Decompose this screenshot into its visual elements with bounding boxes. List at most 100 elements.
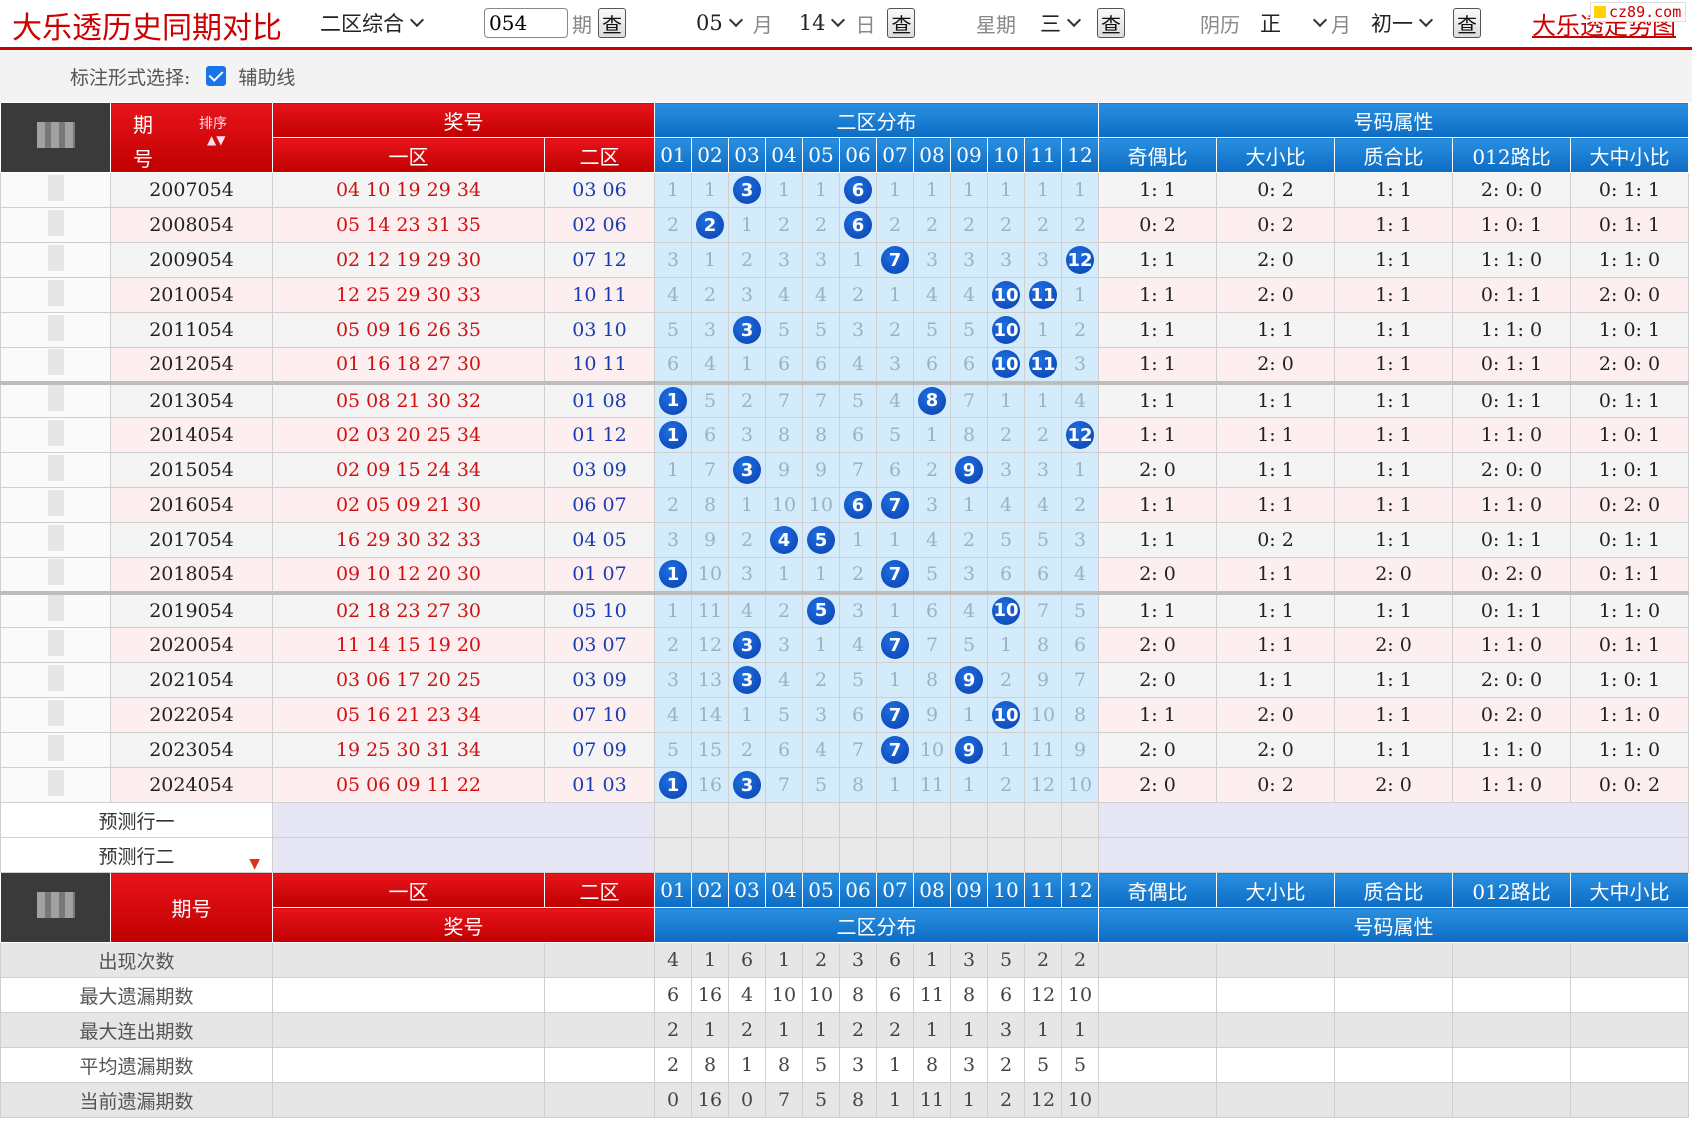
- prediction-number-cell[interactable]: [802, 802, 840, 838]
- prediction-number-cell[interactable]: [654, 802, 692, 838]
- weekday-select[interactable]: 三: [1040, 8, 1082, 38]
- footer-number-header-07: 07: [876, 872, 914, 908]
- zone1-numbers: 01 16 18 27 30: [272, 347, 545, 383]
- stat-empty-cell: [272, 1047, 545, 1083]
- hit-ball: 8: [918, 386, 946, 415]
- zone2-numbers: 07 09: [544, 732, 655, 768]
- prediction-number-cell[interactable]: [728, 837, 766, 873]
- prediction-number-cell[interactable]: [876, 837, 914, 873]
- distribution-cell: 1: [950, 487, 988, 523]
- prediction-number-cell[interactable]: [913, 802, 951, 838]
- distribution-cell: 7: [802, 380, 840, 418]
- prediction-number-cell[interactable]: [765, 802, 803, 838]
- attribute-cell: 0: 2: [1216, 207, 1335, 243]
- prediction-number-cell[interactable]: [987, 837, 1025, 873]
- distribution-cell: 9: [950, 452, 988, 488]
- history-table: 期 号 排序 ▲▼ 奖号 二区分布 号码属性 一区 二区 01 02 03 04 05 0…: [0, 102, 1689, 1118]
- distribution-cell: 6: [802, 347, 840, 383]
- prediction-number-cell[interactable]: [691, 837, 729, 873]
- assist-line-checkbox[interactable]: [206, 66, 227, 86]
- distribution-cell: 4: [950, 590, 988, 628]
- blurred-icon: [47, 699, 64, 726]
- prediction-number-cell[interactable]: [950, 837, 988, 873]
- prediction-number-cell[interactable]: [839, 802, 877, 838]
- attribute-cell: 1: 1: [1098, 380, 1217, 418]
- period-input[interactable]: [484, 8, 568, 38]
- sort-arrows-icon[interactable]: ▲▼: [207, 133, 226, 147]
- period-header[interactable]: 期 号 排序 ▲▼: [110, 102, 273, 173]
- stat-value: 1: [876, 1082, 914, 1118]
- attribute-cell: 1: 1: [1216, 312, 1335, 348]
- distribution-cell: 1: [876, 767, 914, 803]
- distribution-cell: 6: [1061, 627, 1099, 663]
- prediction-number-cell[interactable]: [876, 802, 914, 838]
- prediction-number-cell[interactable]: [950, 802, 988, 838]
- distribution-cell: 6: [950, 347, 988, 383]
- footer-number-header-06: 06: [839, 872, 877, 908]
- zone2-numbers: 01 07: [544, 557, 655, 593]
- attribute-cell: 1: 1: [1216, 452, 1335, 488]
- distribution-cell: 8: [802, 417, 840, 453]
- prediction-number-cell[interactable]: [1061, 802, 1099, 838]
- prediction-number-cell[interactable]: [1061, 837, 1099, 873]
- zone2-numbers: 01 08: [544, 380, 655, 418]
- period-cell: 2018054: [110, 557, 273, 593]
- lunar-month-select[interactable]: 正: [1260, 8, 1328, 38]
- prediction-number-cell[interactable]: [839, 837, 877, 873]
- date-query-button[interactable]: 查: [887, 8, 916, 38]
- distribution-cell: 3: [876, 347, 914, 383]
- distribution-cell: 1: [1061, 452, 1099, 488]
- distribution-cell: 3: [1061, 347, 1099, 383]
- day-select[interactable]: 14: [799, 11, 846, 35]
- prediction-row[interactable]: 预测行一: [0, 802, 1689, 838]
- prediction-number-cell[interactable]: [802, 837, 840, 873]
- attribute-cell: 2: 0: 0: [1452, 452, 1571, 488]
- attribute-cell: 2: 0: 0: [1570, 277, 1689, 313]
- distribution-cell: 2: [876, 312, 914, 348]
- hit-ball: 1: [659, 386, 687, 415]
- distribution-cell: 5: [987, 522, 1025, 558]
- period-cell: 2020054: [110, 627, 273, 663]
- prediction-row[interactable]: 预测行二 ▼: [0, 837, 1689, 873]
- blurred-header-cell: [0, 872, 111, 943]
- blurred-cell: [0, 312, 111, 348]
- prediction-number-cell[interactable]: [1024, 837, 1062, 873]
- table-row: 2013054 05 08 21 30 32 01 08 1 5 2 7 7 5 4 8 7 1 1 4 1:…: [0, 380, 1689, 418]
- prediction-number-cell[interactable]: [987, 802, 1025, 838]
- prediction-number-cell[interactable]: [654, 837, 692, 873]
- prediction-zone-cell[interactable]: [272, 837, 655, 873]
- month-select[interactable]: 05: [696, 11, 743, 35]
- attribute-cell: 2: 0: [1334, 767, 1453, 803]
- lunar-day-select[interactable]: 初一: [1371, 8, 1434, 38]
- blurred-icon: [47, 454, 64, 481]
- prediction-number-cell[interactable]: [691, 802, 729, 838]
- stat-value: 1: [913, 1012, 951, 1048]
- prediction-zone-cell[interactable]: [272, 802, 655, 838]
- sort-label[interactable]: 排序: [199, 116, 227, 132]
- stat-empty-cell: [1452, 977, 1571, 1013]
- attribute-cell: 1: 1: 0: [1452, 487, 1571, 523]
- lunar-query-button[interactable]: 查: [1453, 8, 1481, 38]
- arrow-down-icon[interactable]: ▼: [249, 856, 260, 872]
- prediction-number-cell[interactable]: [913, 837, 951, 873]
- distribution-cell: 4: [765, 277, 803, 313]
- prediction-number-cell[interactable]: [1024, 802, 1062, 838]
- distribution-cell: 3: [654, 522, 692, 558]
- blurred-cell: [0, 732, 111, 768]
- stat-value: 1: [1061, 1012, 1099, 1048]
- zone1-numbers: 05 14 23 31 35: [272, 207, 545, 243]
- prediction-number-cell[interactable]: [728, 802, 766, 838]
- weekday-query-button[interactable]: 查: [1097, 8, 1125, 38]
- footer-attributes-header: 号码属性: [1098, 907, 1689, 943]
- mode-select[interactable]: 二区综合: [320, 0, 425, 46]
- options-bar: 标注形式选择: 辅助线: [0, 50, 1692, 102]
- period-query-button[interactable]: 查: [598, 8, 626, 38]
- zone2-numbers: 03 09: [544, 452, 655, 488]
- stat-value: 5: [987, 942, 1025, 978]
- distribution-cell: 5: [876, 417, 914, 453]
- prediction-number-cell[interactable]: [765, 837, 803, 873]
- hit-ball: 10: [992, 316, 1020, 344]
- attribute-cell: 2: 0: [1216, 697, 1335, 733]
- stat-value: 2: [1024, 942, 1062, 978]
- attribute-cell: 1: 0: 1: [1570, 417, 1689, 453]
